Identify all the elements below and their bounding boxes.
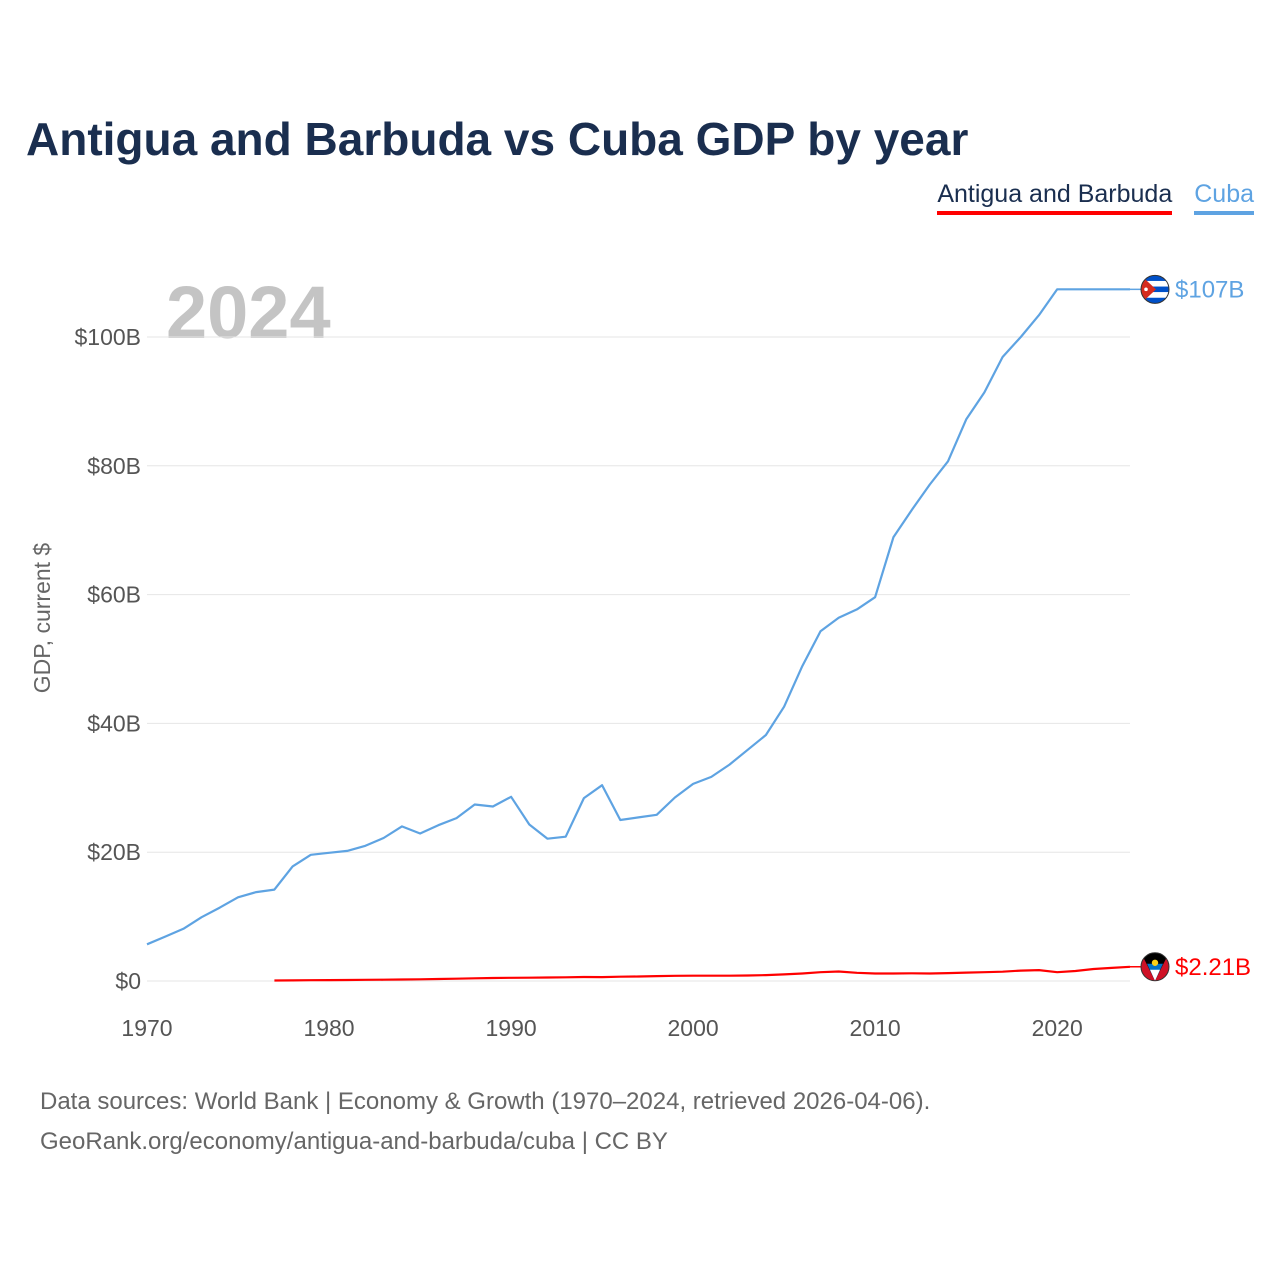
- series-line-cuba[interactable]: [146, 288, 1130, 946]
- x-tick-label: 2000: [668, 1015, 719, 1041]
- gdp-line-chart: 2024 $0 $20B $40B $60B $80B $100B 1970 1980 1990 2…: [29, 271, 1251, 1041]
- footer: Data sources: World Bank | Economy & Gro…: [40, 1082, 930, 1162]
- y-tick-label: $100B: [74, 324, 141, 350]
- end-value-label: $2.21B: [1175, 954, 1251, 981]
- attribution-text: GeoRank.org/economy/antigua-and-barbuda/…: [40, 1128, 668, 1155]
- series-line-antigua-and-barbuda[interactable]: [274, 965, 1131, 982]
- year-label: 2024: [166, 271, 331, 354]
- x-tick-label: 1980: [303, 1015, 354, 1041]
- y-axis-label: GDP, current $: [29, 543, 55, 694]
- chart-title: Antigua and Barbuda vs Cuba GDP by year: [26, 113, 969, 165]
- end-value-label: $107B: [1175, 276, 1244, 303]
- y-tick-label: $40B: [87, 710, 141, 736]
- x-tick-label: 2020: [1032, 1015, 1083, 1041]
- y-tick-label: $60B: [87, 582, 141, 608]
- antigua-flag-icon: [1140, 952, 1170, 982]
- x-tick-label: 1990: [485, 1015, 536, 1041]
- legend-item-antigua-and-barbuda[interactable]: Antigua and Barbuda: [937, 180, 1173, 215]
- y-tick-label: $20B: [87, 839, 141, 865]
- x-tick-label: 2010: [850, 1015, 901, 1041]
- legend: Antigua and Barbuda Cuba: [937, 180, 1254, 215]
- cuba-flag-icon: [1140, 274, 1170, 304]
- y-tick-label: $0: [115, 968, 141, 994]
- y-tick-label: $80B: [87, 453, 141, 479]
- source-text: Data sources: World Bank | Economy & Gro…: [40, 1088, 931, 1115]
- x-tick-label: 1970: [121, 1015, 172, 1041]
- legend-item-cuba[interactable]: Cuba: [1194, 180, 1254, 215]
